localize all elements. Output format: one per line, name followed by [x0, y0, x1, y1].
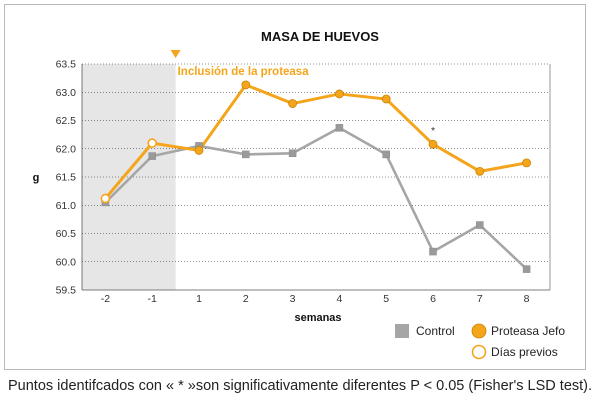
- chart-title: MASA DE HUEVOS: [261, 29, 379, 44]
- control-point: [476, 221, 484, 229]
- y-tick-label: 59.5: [56, 285, 77, 297]
- control-point: [335, 124, 344, 132]
- control-point: [429, 247, 437, 256]
- control-series-line: [104, 126, 528, 271]
- x-tick-label: 7: [477, 293, 483, 305]
- x-tick-label: 8: [524, 293, 530, 305]
- legend-control-label: Control: [416, 324, 455, 338]
- inclusion-marker-icon: [170, 50, 181, 58]
- y-tick-label: 61.5: [56, 172, 77, 184]
- x-tick-label: 2: [243, 293, 249, 305]
- legend-protease-swatch: [471, 323, 487, 339]
- x-tick-label: 4: [336, 293, 342, 305]
- x-tick-label: -1: [148, 293, 157, 305]
- protease-point: [475, 166, 485, 176]
- inclusion-annotation: Inclusión de la proteasa: [178, 66, 310, 78]
- egg-mass-chart: 59.5 60.0 60.5 61.0 61.5 62.0 62.5 63.0 63.5 -2 -1…: [33, 29, 565, 360]
- y-tick-label: 62.0: [56, 143, 77, 155]
- protease-point: [381, 94, 391, 104]
- legend-previous-days-label: Días previos: [491, 345, 558, 359]
- x-tick-label: 3: [290, 293, 296, 305]
- y-tick-label: 62.5: [56, 115, 77, 127]
- control-point: [382, 150, 390, 159]
- x-tick-label: -2: [101, 293, 110, 305]
- y-tick-label: 63.0: [56, 87, 77, 99]
- control-point: [148, 152, 156, 160]
- previous-days-point: [100, 193, 111, 204]
- control-point: [288, 149, 297, 158]
- control-point: [522, 265, 531, 273]
- chart-caption: Puntos identifcados con « * »son signifi…: [8, 378, 593, 394]
- legend-protease-label: Proteasa Jefo: [491, 324, 565, 338]
- x-axis-title: semanas: [294, 312, 341, 324]
- legend-control-swatch: [395, 324, 409, 338]
- protease-point: [428, 139, 438, 149]
- protease-point: [288, 99, 298, 108]
- protease-series-line: [104, 83, 527, 200]
- pre-inclusion-region: [82, 64, 176, 290]
- legend-previous-days-swatch: [471, 344, 487, 360]
- protease-point: [334, 89, 344, 99]
- y-tick-label: 60.0: [56, 256, 77, 268]
- y-tick-label: 63.5: [56, 59, 77, 71]
- x-tick-label: 5: [383, 293, 389, 305]
- control-point: [242, 150, 250, 159]
- y-axis-title: g: [33, 172, 40, 184]
- previous-days-point: [147, 138, 157, 148]
- significance-marker: *: [431, 125, 435, 137]
- x-tick-label: 6: [430, 293, 436, 305]
- y-tick-label: 61.0: [56, 200, 77, 212]
- protease-point: [522, 158, 531, 168]
- x-tick-label: 1: [196, 293, 202, 305]
- protease-point: [241, 80, 251, 90]
- protease-point: [194, 146, 204, 155]
- y-tick-label: 60.5: [56, 228, 77, 240]
